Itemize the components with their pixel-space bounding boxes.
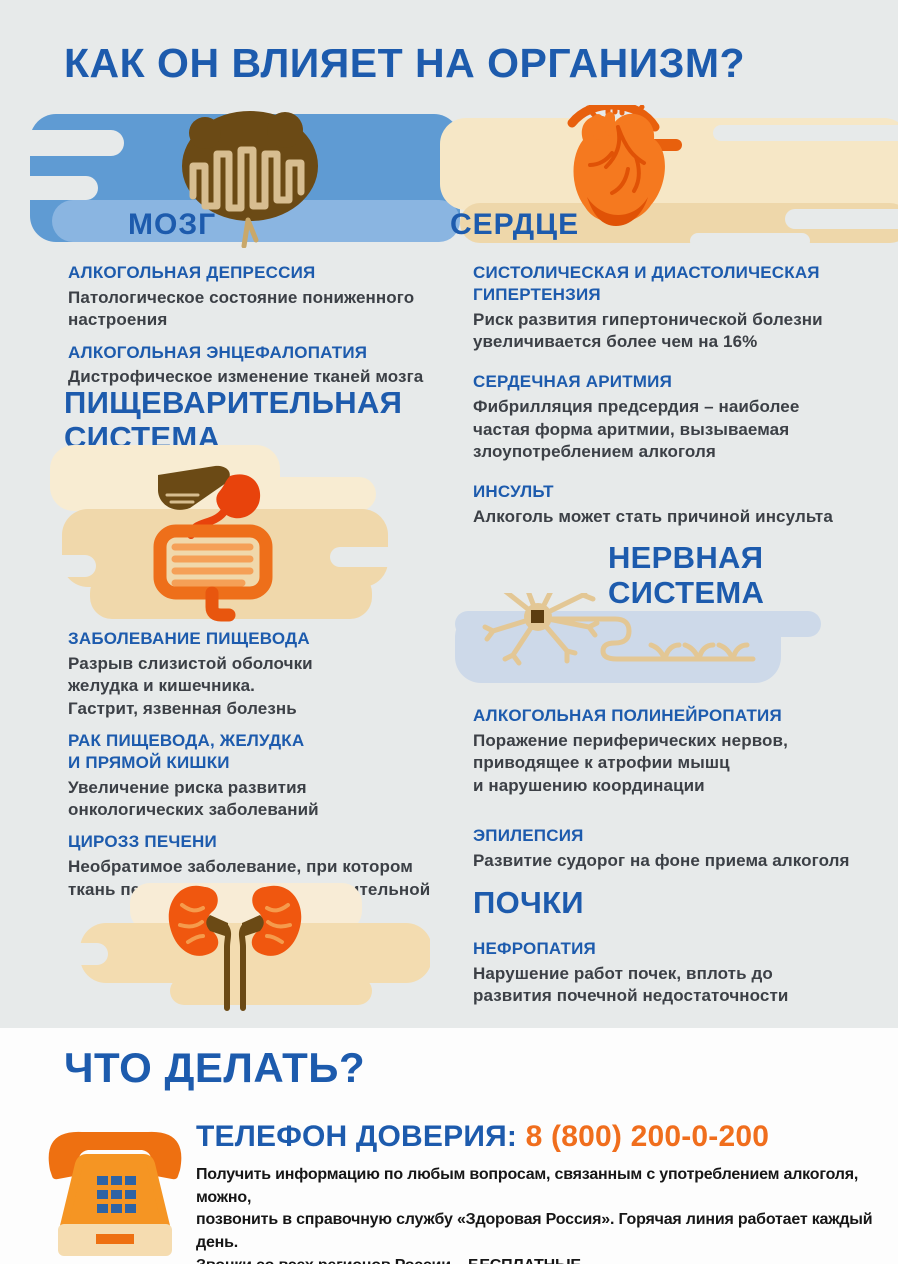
item-text: Риск развития гипертонической болезни ув… [473,309,823,351]
item-text: Фибрилляция предсердия – наиболее частая… [473,397,800,461]
digestive-icon [153,465,273,622]
item-heading: СИСТОЛИЧЕСКАЯ И ДИАСТОЛИЧЕСКАЯ ГИПЕРТЕНЗ… [473,263,820,304]
item-heading: АЛКОГОЛЬНАЯ ДЕПРЕССИЯ [68,263,316,282]
list-item: АЛКОГОЛЬНАЯ ЭНЦЕФАЛОПАТИЯ Дистрофическое… [68,342,458,389]
list-item: АЛКОГОЛЬНАЯ ПОЛИНЕЙРОПАТИЯ Поражение пер… [473,705,893,797]
kidneys-header: ПОЧКИ [473,885,584,920]
nervous-banner [455,593,821,683]
item-text: Нарушение работ почек, вплоть до развити… [473,963,789,1006]
hotline-description: Получить информацию по любым вопросам, с… [196,1166,873,1264]
digestive-banner [30,445,422,622]
item-text: Развитие судорог на фоне приема алкоголя [473,850,850,870]
item-heading: ЗАБОЛЕВАНИЕ ПИЩЕВОДА [68,629,310,648]
item-heading: СЕРДЕЧНАЯ АРИТМИЯ [473,372,672,392]
heart-section: СИСТОЛИЧЕСКАЯ И ДИАСТОЛИЧЕСКАЯ ГИПЕРТЕНЗ… [473,262,893,547]
hotline-label: ТЕЛЕФОН ДОВЕРИЯ: [196,1120,518,1153]
item-text: Увеличение риска развития онкологических… [68,777,319,819]
heart-banner [440,105,898,249]
item-text: Дистрофическое изменение тканей мозга [68,367,424,387]
list-item: НЕФРОПАТИЯ Нарушение работ почек, вплоть… [473,938,893,1008]
item-heading: НЕФРОПАТИЯ [473,939,596,958]
item-text: Разрыв слизистой оболочки желудка и кише… [68,653,313,718]
kidneys-icon [168,885,302,1011]
digestive-section: ЗАБОЛЕВАНИЕ ПИЩЕВОДА Разрыв слизистой об… [68,628,463,911]
kidneys-banner [30,883,430,1011]
brain-section: АЛКОГОЛЬНАЯ ДЕПРЕССИЯ Патологическое сос… [68,262,458,399]
list-item: АЛКОГОЛЬНАЯ ДЕПРЕССИЯ Патологическое сос… [68,262,458,332]
nervous-header: НЕРВНАЯ СИСТЕМА [608,540,765,611]
list-item: СИСТОЛИЧЕСКАЯ И ДИАСТОЛИЧЕСКАЯ ГИПЕРТЕНЗ… [473,262,893,353]
list-item: ЭПИЛЕПСИЯ Развитие судорог на фоне прием… [473,825,893,872]
hotline-number: 8 (800) 200-0-200 [525,1120,770,1153]
kidneys-section: НЕФРОПАТИЯ Нарушение работ почек, вплоть… [473,938,893,1022]
heart-label: СЕРДЦЕ [450,208,580,241]
item-heading: ЦИРОЗЗ ПЕЧЕНИ [68,832,217,852]
hotline-line: ТЕЛЕФОН ДОВЕРИЯ: 8 (800) 200-0-200 [196,1120,769,1154]
item-heading: АЛКОГОЛЬНАЯ ПОЛИНЕЙРОПАТИЯ [473,706,782,725]
phone-icon [48,1131,182,1256]
item-heading: ИНСУЛЬТ [473,482,554,502]
item-heading: РАК ПИЩЕВОДА, ЖЕЛУДКА И ПРЯМОЙ КИШКИ [68,731,305,772]
heart-icon [567,105,682,226]
item-heading: АЛКОГОЛЬНАЯ ЭНЦЕФАЛОПАТИЯ [68,342,368,362]
footer-title: ЧТО ДЕЛАТЬ? [64,1044,366,1091]
brain-banner [30,111,460,248]
item-text: Поражение периферических нервов, приводя… [473,730,788,795]
item-text: Алкоголь может стать причиной инсульта [473,507,833,527]
page-title: КАК ОН ВЛИЯЕТ НА ОРГАНИЗМ? [64,40,746,86]
list-item: ЗАБОЛЕВАНИЕ ПИЩЕВОДА Разрыв слизистой об… [68,628,463,720]
item-text: Патологическое состояние пониженного нас… [68,287,415,330]
brain-icon [182,111,318,248]
digestive-header: ПИЩЕВАРИТЕЛЬНАЯ СИСТЕМА [64,385,403,456]
brain-label: МОЗГ [128,208,217,241]
nervous-section: АЛКОГОЛЬНАЯ ПОЛИНЕЙРОПАТИЯ Поражение пер… [473,705,893,900]
item-heading: ЭПИЛЕПСИЯ [473,826,584,846]
list-item: ИНСУЛЬТ Алкоголь может стать причиной ин… [473,481,893,528]
list-item: РАК ПИЩЕВОДА, ЖЕЛУДКА И ПРЯМОЙ КИШКИ Уве… [68,730,463,821]
list-item: СЕРДЕЧНАЯ АРИТМИЯ Фибрилляция предсердия… [473,371,893,463]
